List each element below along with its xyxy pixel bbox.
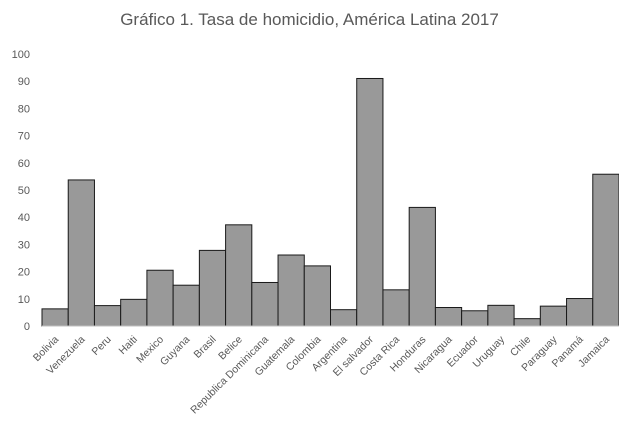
x-tick-label: Haiti: [117, 334, 140, 357]
bar-mexico: [146, 269, 174, 327]
y-tick-label: 0: [24, 321, 30, 333]
x-tick-label: Brasil: [192, 334, 219, 361]
x-tick-label: Guyana: [158, 334, 193, 369]
bar-haiti: [120, 298, 148, 327]
y-tick-label: 90: [18, 76, 30, 88]
bar-venezuela: [67, 179, 95, 327]
bar-republica-dominicana: [251, 281, 279, 327]
bar-el-salvador: [356, 77, 384, 327]
bar-ecuador: [461, 310, 489, 327]
bar-jamaica: [592, 173, 619, 327]
bar-brasil: [198, 249, 227, 327]
y-tick-label: 20: [18, 267, 30, 279]
bar-nicaragua: [434, 307, 463, 327]
bar-honduras: [408, 206, 436, 327]
x-tick-label: Peru: [90, 334, 114, 358]
bar-guatemala: [277, 254, 305, 327]
bar-paraguay: [539, 305, 568, 327]
chart-title: Gráfico 1. Tasa de homicidio, América La…: [120, 10, 499, 29]
bars: [41, 77, 619, 327]
y-axis-tick-labels: 0 10 20 30 40 50 60 70 80 90 100: [12, 49, 30, 333]
y-tick-label: 10: [18, 294, 30, 306]
bar-bolivia: [41, 308, 69, 327]
y-tick-label: 40: [18, 212, 30, 224]
y-tick-label: 80: [18, 103, 30, 115]
y-tick-label: 70: [18, 131, 30, 143]
bar-argentina: [330, 309, 358, 327]
bar-peru: [93, 305, 122, 327]
bar-uruguay: [487, 304, 515, 327]
bar-belice: [225, 224, 253, 327]
bar-chile: [513, 318, 541, 327]
bar-costa-rica: [382, 289, 410, 327]
y-tick-label: 60: [18, 158, 30, 170]
bar-panam-: [566, 298, 594, 327]
bar-colombia: [303, 265, 332, 327]
y-tick-label: 100: [12, 49, 30, 61]
y-tick-label: 50: [18, 185, 30, 197]
bar-guyana: [172, 284, 200, 327]
y-tick-label: 30: [18, 239, 30, 251]
